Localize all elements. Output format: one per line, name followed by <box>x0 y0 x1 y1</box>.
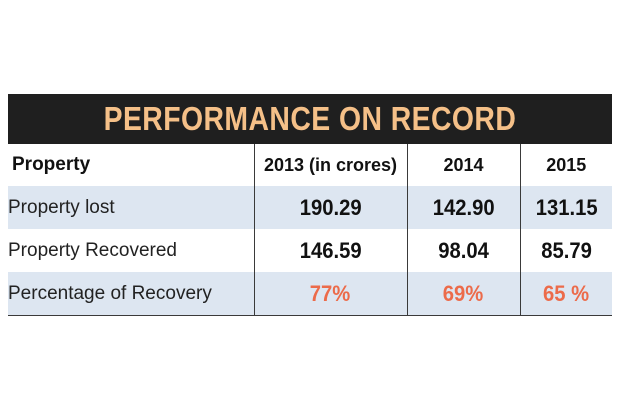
cell-value: 190.29 <box>253 186 407 229</box>
table-row-property-lost: Property lost 190.29 142.90 131.15 <box>8 186 612 229</box>
table-row-percentage-recovery: Percentage of Recovery 77% 69% 65 % <box>8 272 612 316</box>
cell-value: 69% <box>406 272 520 316</box>
value-text: 190.29 <box>299 194 362 220</box>
percent-text: 69% <box>443 280 484 306</box>
infographic: PERFORMANCE ON RECORD Property 2013 (in … <box>8 94 612 316</box>
chart-title: PERFORMANCE ON RECORD <box>103 100 517 137</box>
value-text: 98.04 <box>438 237 489 263</box>
cell-value: 65 % <box>519 272 612 316</box>
value-text: 85.79 <box>540 237 592 263</box>
column-header-2013: 2013 (in crores) <box>253 144 407 186</box>
cell-value: 146.59 <box>253 229 407 272</box>
data-table: Property 2013 (in crores) 2014 2015 Prop… <box>8 144 612 316</box>
percent-text: 65 % <box>543 280 590 306</box>
cell-value: 131.15 <box>519 186 612 229</box>
value-text: 146.59 <box>299 237 362 263</box>
column-header-2015: 2015 <box>519 144 612 186</box>
row-label: Property Recovered <box>8 239 177 261</box>
cell-value: 85.79 <box>519 229 612 272</box>
value-text: 142.90 <box>432 194 495 220</box>
percent-text: 77% <box>310 280 351 306</box>
cell-value: 77% <box>253 272 407 316</box>
row-label: Percentage of Recovery <box>8 272 254 316</box>
title-bar: PERFORMANCE ON RECORD <box>8 94 612 144</box>
column-header-property: Property <box>12 154 91 175</box>
cell-value: 142.90 <box>406 186 520 229</box>
column-header-2014: 2014 <box>406 144 520 186</box>
row-label: Property lost <box>8 186 254 229</box>
value-text: 131.15 <box>535 194 598 220</box>
table-row-property-recovered: Property Recovered 146.59 98.04 85.79 <box>8 229 612 272</box>
header-row: Property 2013 (in crores) 2014 2015 <box>8 144 612 186</box>
cell-value: 98.04 <box>406 229 520 272</box>
